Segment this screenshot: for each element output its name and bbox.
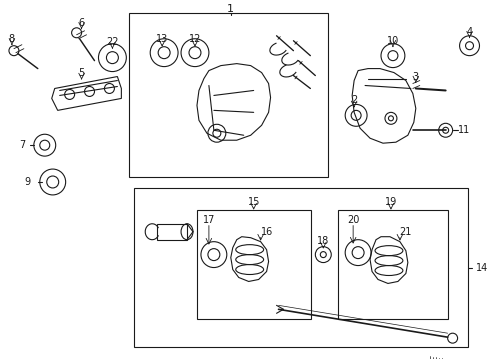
Bar [129,13,327,177]
Text: 16: 16 [260,227,272,237]
Bar [157,224,186,240]
Text: 22: 22 [106,37,119,47]
Text: 19: 19 [384,197,396,207]
Text: 11: 11 [457,125,469,135]
Text: 8: 8 [9,34,15,44]
Text: 7: 7 [19,140,25,150]
Bar [338,210,447,319]
Text: 10: 10 [386,36,398,46]
Bar [197,210,311,319]
Text: 4: 4 [466,27,471,37]
Text: 14: 14 [474,262,487,273]
Text: 2: 2 [350,95,357,105]
Text: 9: 9 [25,177,31,187]
Text: 1: 1 [227,4,234,14]
Text: 21: 21 [399,227,411,237]
Text: 5: 5 [78,68,84,77]
Text: 3: 3 [412,72,418,82]
Text: 13: 13 [156,34,168,44]
Text: 6: 6 [79,18,84,28]
Text: 17: 17 [203,215,215,225]
Text: 15: 15 [247,197,259,207]
Text: 20: 20 [346,215,359,225]
Bar [134,188,467,347]
Text: 12: 12 [188,34,201,44]
Text: 18: 18 [317,236,329,246]
